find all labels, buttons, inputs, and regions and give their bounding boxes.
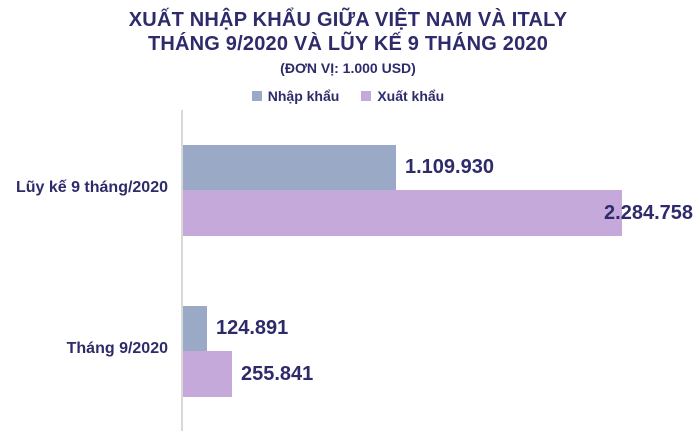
legend-label-nhap-khau: Nhập khẩu xyxy=(267,88,340,104)
value-label-xuat-khau-cat-1: 255.841 xyxy=(241,363,314,385)
bar-nhap-khau-cat-1 xyxy=(183,306,207,351)
value-label-xuat-khau-cat-0: 2.284.758 xyxy=(604,202,693,224)
chart-unit-subtitle: (ĐƠN VỊ: 1.000 USD) xyxy=(280,60,416,76)
bar-xuat-khau-cat-0 xyxy=(183,190,622,236)
legend-swatch-nhap-khau xyxy=(251,91,262,101)
category-label-1: Tháng 9/2020 xyxy=(66,340,168,357)
plot-area: 1.109.930 2.284.758 124.891 255.841 xyxy=(183,0,696,434)
legend-item-nhap-khau: Nhập khẩu xyxy=(251,88,340,104)
legend: Nhập khẩu Xuất khẩu xyxy=(0,88,696,104)
category-label-0: Lũy kế 9 tháng/2020 xyxy=(15,179,168,196)
legend-item-xuat-khau: Xuất khẩu xyxy=(361,88,444,104)
chart-title: XUẤT NHẬP KHẨU GIỮA VIỆT NAM VÀ ITALY TH… xyxy=(0,8,696,56)
legend-label-xuat-khau: Xuất khẩu xyxy=(377,88,445,104)
bar-xuat-khau-cat-1 xyxy=(183,351,232,397)
chart-title-line1: XUẤT NHẬP KHẨU GIỮA VIỆT NAM VÀ ITALY xyxy=(128,9,568,31)
bar-nhap-khau-cat-0 xyxy=(183,145,396,190)
legend-swatch-xuat-khau xyxy=(361,91,372,101)
y-axis-line xyxy=(181,110,183,431)
value-label-nhap-khau-cat-0: 1.109.930 xyxy=(405,156,494,178)
value-label-nhap-khau-cat-1: 124.891 xyxy=(216,317,289,339)
chart-title-line2: THÁNG 9/2020 VÀ LŨY KẾ 9 THÁNG 2020 xyxy=(147,33,549,55)
